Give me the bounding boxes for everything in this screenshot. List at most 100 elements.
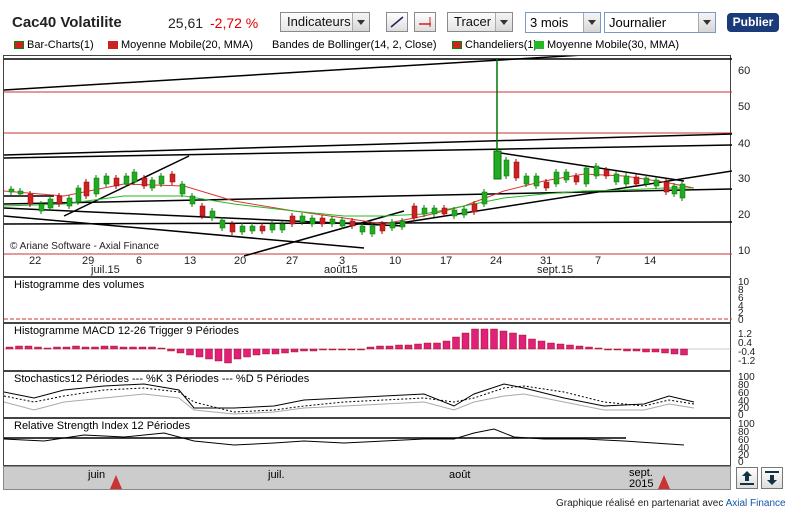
candle-body — [149, 179, 156, 189]
draw-dropdown[interactable]: Tracer — [447, 12, 513, 32]
macd-bar — [148, 346, 156, 350]
mma30-line — [4, 187, 694, 217]
trend-line — [243, 210, 405, 257]
candle-body — [319, 217, 326, 225]
indicators-dropdown[interactable]: Indicateurs — [280, 12, 370, 32]
interval-value: Journalier — [609, 15, 667, 30]
macd-bar — [300, 348, 308, 352]
navigator-right-handle[interactable] — [658, 475, 670, 489]
stochastic-d-line — [4, 385, 695, 413]
candle-body — [563, 171, 570, 181]
rsi-panel[interactable]: Relative Strength Index 12 Périodes — [3, 418, 731, 466]
macd-bar — [281, 348, 289, 354]
legend-swatch — [534, 41, 544, 50]
draw-label: Tracer — [454, 14, 492, 29]
candle-body — [451, 209, 458, 217]
stochastics-panel[interactable]: Stochastics12 Périodes --- %K 3 Périodes… — [3, 371, 731, 418]
candle-body — [113, 177, 120, 187]
x-tick: 3 — [339, 255, 346, 267]
candle-body — [169, 173, 176, 183]
candle-body — [299, 215, 306, 223]
candle-body — [75, 187, 82, 203]
macd-bar — [119, 346, 128, 350]
candle-body — [461, 208, 468, 216]
y-tick: 100 — [738, 419, 755, 430]
candle-body — [481, 191, 488, 205]
trend-line — [4, 144, 732, 159]
time-navigator[interactable]: juin juil. août sept. 2015 — [3, 466, 731, 490]
macd-bar — [613, 348, 622, 351]
macd-bar — [347, 348, 356, 351]
macd-bar — [556, 343, 565, 350]
candle-body — [249, 225, 256, 232]
macd-panel[interactable]: Histogramme MACD 12-26 Trigger 9 Période… — [3, 323, 732, 371]
macd-bar — [252, 348, 261, 356]
legend-item-candles[interactable]: Chandeliers(1) — [452, 39, 537, 51]
stochastic-line — [4, 393, 695, 415]
last-price: 25,61 — [168, 15, 204, 31]
macd-bar — [575, 345, 584, 350]
y-tick: 0.4 — [738, 338, 752, 349]
candle-body — [643, 177, 650, 185]
x-tick: 6 — [136, 255, 143, 267]
x-day-ticks: 22 29 6 13 20 27 3 10 17 24 31 7 14 — [20, 255, 720, 267]
chevron-down-icon — [352, 13, 369, 31]
x-tick: 27 — [286, 255, 299, 267]
macd-bar — [509, 332, 517, 350]
macd-bar — [195, 348, 204, 358]
y-tick: 100 — [738, 372, 755, 383]
candle-body — [411, 205, 418, 219]
publish-button[interactable]: Publier — [727, 13, 779, 32]
nav-year: 2015 — [629, 478, 654, 490]
macd-bar — [376, 345, 384, 350]
macd-bar — [15, 345, 23, 350]
legend-item-mma20[interactable]: Moyenne Mobile(20, MMA) — [108, 39, 253, 51]
macd-bar — [81, 346, 90, 350]
macd-bar — [328, 348, 337, 351]
price-y-axis: 60 50 40 30 20 10 — [738, 60, 768, 260]
candle-body — [38, 203, 45, 212]
macd-bar — [661, 348, 669, 354]
candle-body — [441, 207, 448, 215]
nav-month: août — [449, 469, 471, 481]
period-select[interactable]: 3 mois — [525, 12, 601, 33]
download-icon — [765, 471, 779, 485]
interval-select[interactable]: Journalier — [604, 12, 716, 33]
candle-body — [27, 193, 34, 205]
macd-bar — [319, 348, 327, 351]
macd-bar — [338, 348, 346, 351]
candle-body — [259, 225, 266, 232]
candle-body — [83, 181, 90, 197]
macd-bar — [53, 346, 61, 350]
macd-histogram — [5, 328, 688, 364]
legend-item-bollinger[interactable]: Bandes de Bollinger(14, 2, Close) — [272, 39, 437, 51]
upload-icon — [740, 471, 754, 485]
candle-body — [219, 219, 226, 229]
legend-item-mma30[interactable]: Moyenne Mobile(30, MMA) — [534, 39, 679, 51]
navigator-left-handle[interactable] — [110, 475, 122, 489]
copyright-text: © Ariane Software - Axial Finance — [10, 241, 160, 252]
y-tick: 0 — [738, 457, 744, 468]
toolbar: Cac40 Volatilite 25,61 -2,72 % Indicateu… — [0, 0, 809, 38]
footer-link[interactable]: Axial Finance — [725, 498, 786, 509]
macd-bar — [442, 340, 451, 350]
y-tick: 20 — [738, 209, 751, 221]
stochastics-svg — [4, 383, 695, 415]
x-tick: 17 — [440, 255, 453, 267]
export-down-button[interactable] — [761, 467, 783, 489]
month-label-aug: août15 — [324, 264, 358, 276]
y-tick: 20 — [738, 403, 750, 414]
volume-title: Histogramme des volumes — [14, 279, 145, 291]
volume-panel[interactable]: Histogramme des volumes — [3, 277, 732, 323]
legend-item-bar-charts[interactable]: Bar-Charts(1) — [14, 39, 94, 51]
trendline-tool-button[interactable] — [386, 12, 408, 32]
candle-body — [671, 185, 678, 195]
macd-bar — [214, 348, 223, 362]
y-tick: 40 — [738, 443, 750, 454]
price-chart-panel[interactable]: © Ariane Software - Axial Finance 22 29 … — [3, 55, 732, 277]
x-tick: 10 — [389, 255, 402, 267]
export-up-button[interactable] — [736, 467, 758, 489]
macd-bar — [404, 344, 413, 350]
macd-bar — [452, 336, 460, 350]
horizontal-line-tool-button[interactable] — [414, 12, 436, 32]
